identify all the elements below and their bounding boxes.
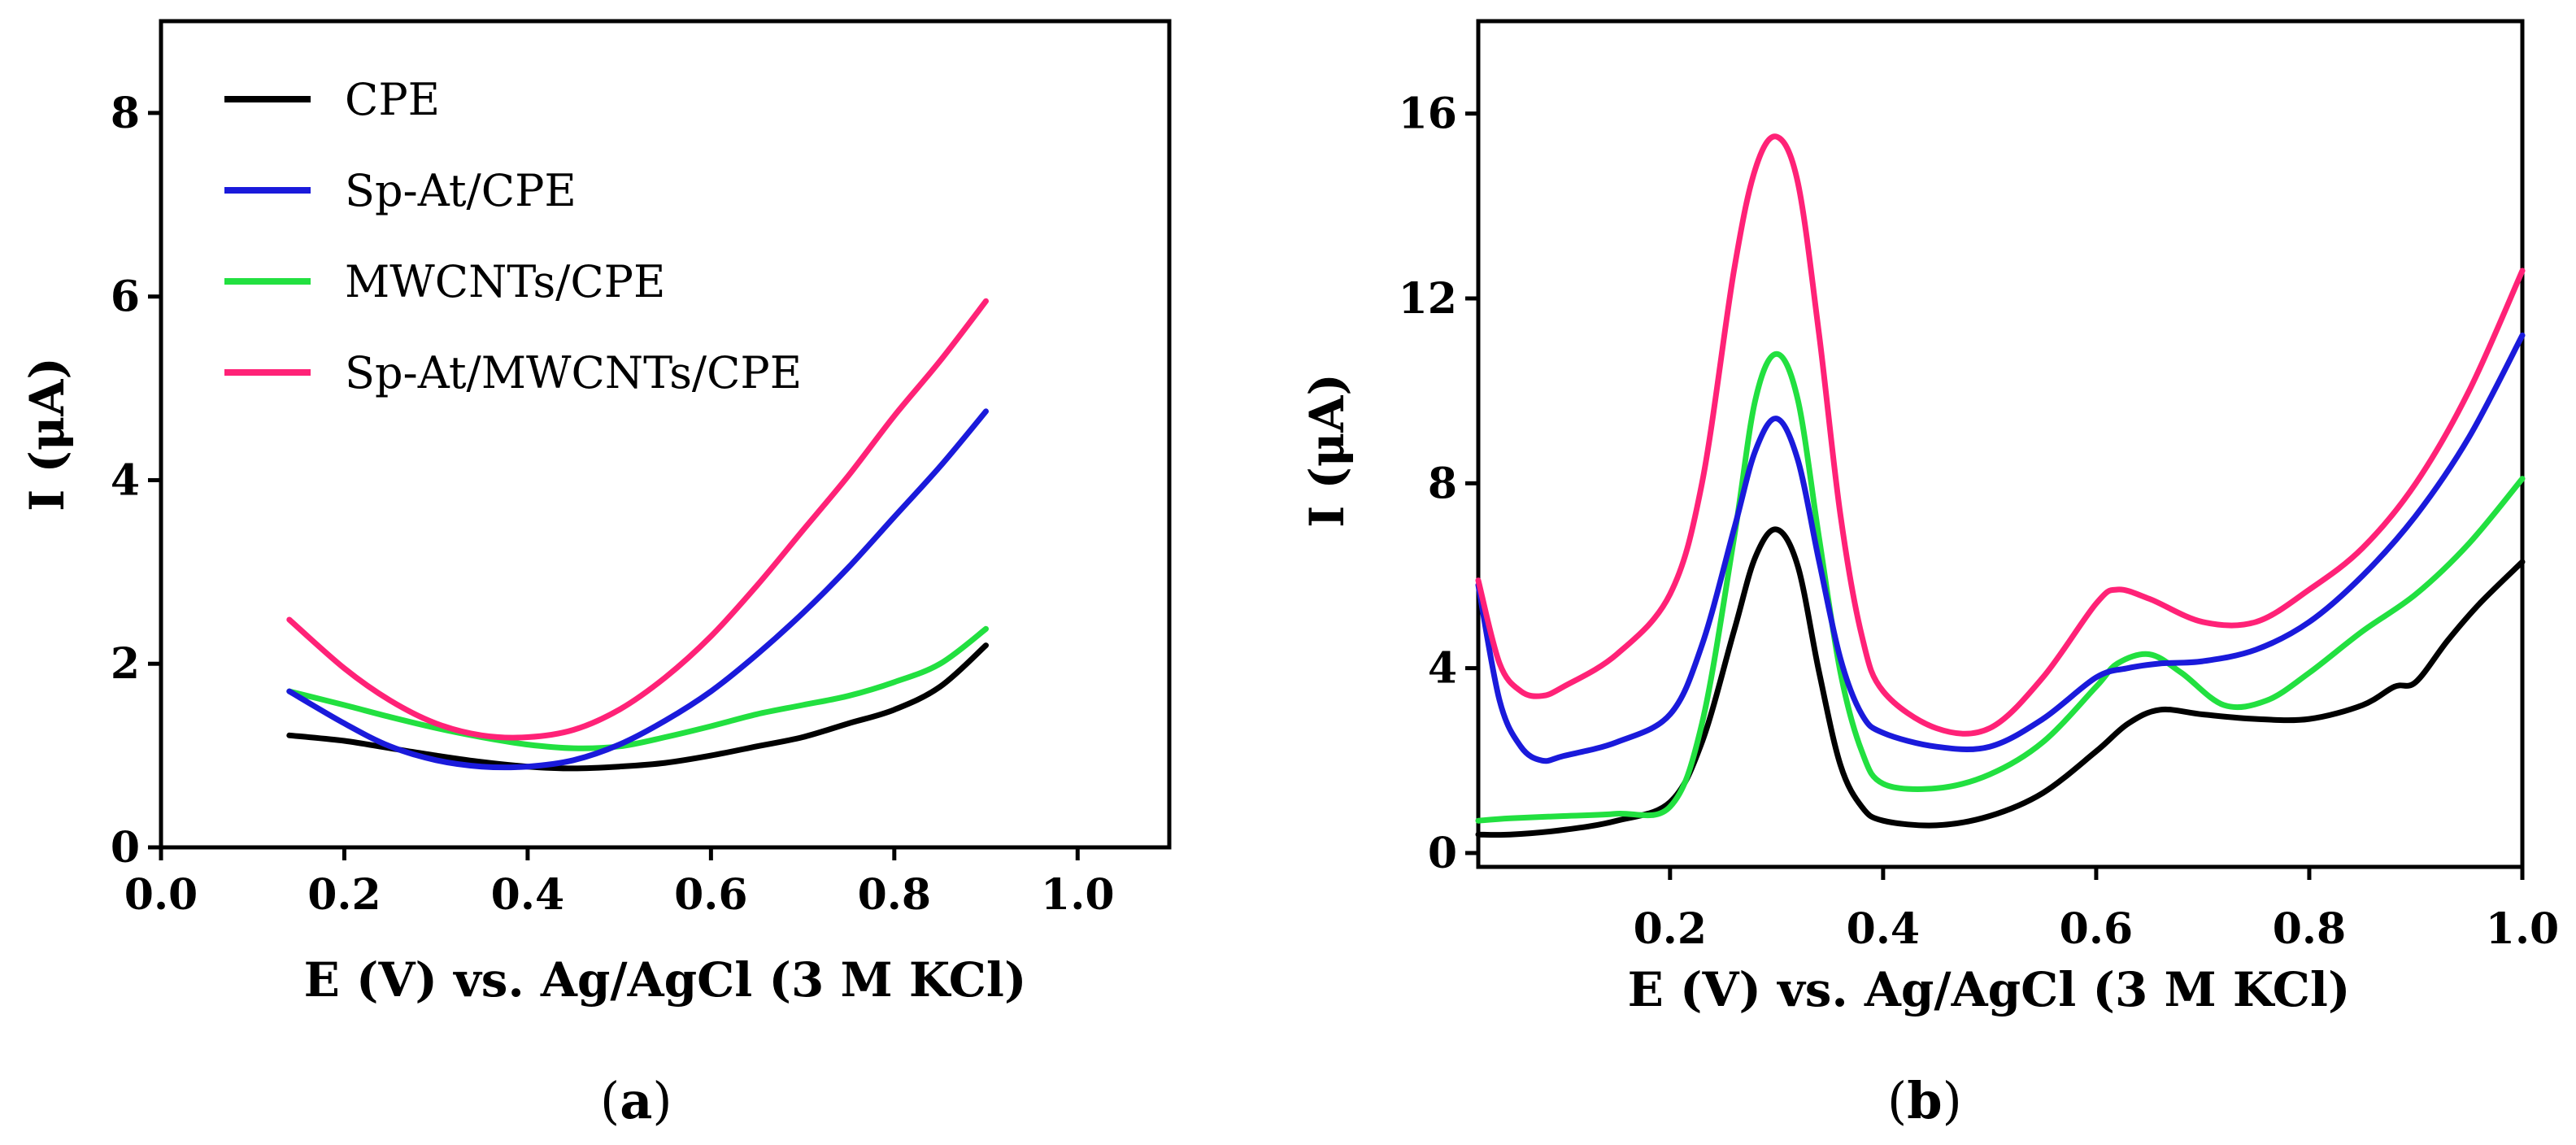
panel-a-series-line-mwcnts-cpe [286, 625, 989, 751]
legend-label: Sp-At/MWCNTs/CPE [345, 347, 802, 398]
panel-b-y-tick-label: 12 [1399, 274, 1457, 324]
panel-a-x-tick-label: 0.0 [124, 870, 198, 920]
panel-b-y-tick-label: 4 [1428, 644, 1457, 694]
panel-a-x-tick-label: 0.6 [674, 870, 747, 920]
panel-a-letter: a [620, 1071, 652, 1130]
panel-b-x-tick-label: 1.0 [2486, 904, 2559, 954]
panel-a-series-line-sp-at-cpe [286, 408, 989, 771]
panel-b-series-line-mwcnts-cpe [1475, 350, 2526, 824]
panel-b-frame [1476, 19, 2525, 869]
panel-a-lines [286, 298, 989, 772]
panel-a-y-tick-label: 4 [111, 455, 140, 505]
panel-a-x-tick-label: 1.0 [1041, 870, 1114, 920]
panel-b-series-line-sp-at-mwcnts-cpe [1475, 133, 2526, 737]
panel-b-x-axis-label: E (V) vs. Ag/AgCl (3 M KCl) [1628, 962, 2351, 1017]
panel-a-x-tick-label: 0.2 [307, 870, 381, 920]
panel-a-caption: (a) [600, 1071, 672, 1130]
panel-b-x-tick-label: 0.2 [1634, 904, 1707, 954]
panel-b-x-tick-label: 0.8 [2273, 904, 2346, 954]
panel-a-y-tick-label: 0 [111, 823, 140, 873]
panel-b-lines [1475, 133, 2526, 838]
panel-b-y-tick-label: 16 [1399, 89, 1457, 139]
panel-a-ticks: 0.0 0.2 0.4 0.6 0.8 1.0 0 2 4 6 8 [111, 89, 1115, 920]
panel-b-y-tick-label: 0 [1428, 829, 1457, 878]
panel-b-y-tick-label: 8 [1428, 459, 1457, 508]
panel-a-y-tick-label: 6 [111, 272, 140, 322]
legend-label: MWCNTs/CPE [345, 256, 665, 307]
panel-a-x-tick-label: 0.8 [858, 870, 931, 920]
panel-a-y-axis-label: I (μA) [20, 357, 75, 512]
panel-a-frame [159, 19, 1172, 850]
panel-a-y-tick-label: 8 [111, 89, 140, 138]
panel-b-caption: (b) [1887, 1071, 1962, 1130]
panel-b-x-tick-label: 0.4 [1847, 904, 1920, 954]
panel-b: 0.2 0.4 0.6 0.8 1.0 0 4 8 12 16 E (V) vs. Ag/AgCl… [1299, 19, 2560, 1130]
panel-b-y-axis-label: I (μA) [1299, 373, 1355, 528]
panel-a: 0.0 0.2 0.4 0.6 0.8 1.0 0 2 4 6 8 CPE Sp-At/CPE MWCN… [20, 19, 1172, 1130]
panel-b-x-tick-label: 0.6 [2060, 904, 2133, 954]
panel-b-series-line-sp-at-cpe [1475, 332, 2526, 764]
panel-a-y-tick-label: 2 [111, 639, 140, 689]
panel-a-x-tick-label: 0.4 [491, 870, 564, 920]
panel-a-series-line-sp-at-mwcnts-cpe [286, 298, 989, 741]
panel-a-x-axis-label: E (V) vs. Ag/AgCl (3 M KCl) [304, 952, 1027, 1008]
panel-b-ticks: 0.2 0.4 0.6 0.8 1.0 0 4 8 12 16 [1399, 89, 2560, 954]
legend-label: Sp-At/CPE [345, 165, 577, 216]
legend: CPE Sp-At/CPE MWCNTs/CPE Sp-At/MWCNTs/CPE [224, 74, 802, 398]
legend-label: CPE [345, 74, 440, 125]
panel-b-letter: b [1907, 1071, 1942, 1130]
